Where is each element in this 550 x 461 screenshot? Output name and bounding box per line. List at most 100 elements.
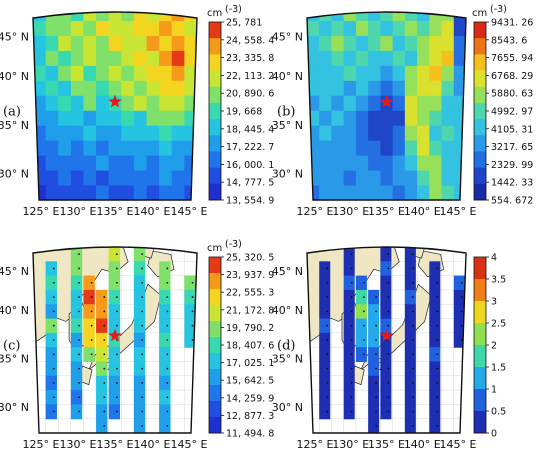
grid-cell xyxy=(307,110,320,127)
colorbar-tick-label: 22, 113. 2 xyxy=(226,71,274,82)
grid-cell xyxy=(171,12,185,22)
grid-cell xyxy=(96,185,110,200)
track-cell xyxy=(429,261,441,277)
track-cell xyxy=(343,361,355,377)
grid-cell xyxy=(319,12,333,22)
grid-cell xyxy=(45,80,59,97)
grid-cell xyxy=(343,50,357,67)
colorbar-tick-label: 7655. 94 xyxy=(491,53,533,64)
grid-cell xyxy=(159,95,173,112)
sample-dot xyxy=(115,296,118,298)
sample-dot xyxy=(166,296,169,298)
sample-dot xyxy=(103,324,106,327)
sample-dot xyxy=(166,396,169,399)
colorbar-tick-label: 3 xyxy=(491,297,497,308)
colorbar-segment xyxy=(209,353,221,370)
grid-cell xyxy=(429,50,443,67)
lat-tick-label: 40° N xyxy=(272,304,303,317)
grid-cell xyxy=(121,50,135,67)
sample-dot xyxy=(78,410,80,413)
track-cell xyxy=(184,332,196,348)
sample-dot xyxy=(52,310,55,313)
grid-cell xyxy=(453,65,466,82)
location-star-marker xyxy=(379,94,394,108)
grid-cell xyxy=(108,50,122,67)
grid-cell xyxy=(392,80,406,97)
grid-cell xyxy=(159,65,173,82)
grid-cell xyxy=(441,125,455,142)
grid-cell xyxy=(307,170,320,187)
map-frame xyxy=(306,246,467,434)
grid-cell xyxy=(453,155,466,172)
grid-cell xyxy=(58,20,72,37)
grid-cell xyxy=(380,20,394,37)
grid-cell xyxy=(319,125,333,142)
grid-cell xyxy=(392,95,406,112)
grid-cell xyxy=(417,50,430,67)
track-cell xyxy=(404,261,416,277)
grid-cell xyxy=(417,95,430,112)
colorbar-tick-label: 14, 777. 5 xyxy=(226,178,274,189)
sample-dot xyxy=(411,367,414,370)
sample-dot xyxy=(326,281,329,284)
grid-cell xyxy=(355,35,369,52)
sample-dot xyxy=(166,324,169,327)
sample-dot xyxy=(141,296,144,298)
track-cell xyxy=(108,275,121,291)
sample-dot xyxy=(103,339,106,341)
grid-cell xyxy=(368,12,381,22)
track-cell xyxy=(429,418,441,433)
colorbar-segment xyxy=(474,119,486,136)
grid-cell xyxy=(121,80,135,97)
grid-cell xyxy=(453,95,466,112)
grid-cell xyxy=(146,140,160,157)
track-cell xyxy=(159,318,171,334)
grid-cell xyxy=(108,35,122,52)
lat-tick-label: 30° N xyxy=(0,401,29,414)
sample-dot xyxy=(375,353,377,356)
track-cell xyxy=(70,375,83,391)
sample-dot xyxy=(90,310,93,313)
lat-tick-label: 30° N xyxy=(272,168,303,181)
grid-cell xyxy=(159,125,173,142)
grid-cell xyxy=(441,65,455,82)
colorbar-tick-label: 4 xyxy=(491,253,497,264)
sample-dot xyxy=(78,267,80,270)
grid-cell xyxy=(453,50,466,67)
sample-dot xyxy=(191,281,194,284)
location-star-marker xyxy=(379,328,394,342)
sample-dot xyxy=(141,396,144,399)
track-cell xyxy=(45,289,57,305)
grid-cell xyxy=(429,185,443,200)
grid-cell xyxy=(453,80,466,97)
grid-cell xyxy=(429,170,443,187)
grid-cell xyxy=(70,35,85,52)
sample-dot xyxy=(90,324,93,327)
sample-dot xyxy=(103,424,106,427)
sample-dot xyxy=(115,281,118,284)
grid-cell xyxy=(83,12,97,22)
colorbar-tick-label: 2329. 99 xyxy=(491,160,533,171)
grid-cell xyxy=(417,125,430,142)
track-cell xyxy=(319,404,331,420)
track-cell xyxy=(429,332,441,348)
grid-cell xyxy=(121,12,135,22)
grid-cell xyxy=(380,110,394,127)
grid-cell xyxy=(83,20,97,37)
grid-cell xyxy=(343,125,357,142)
grid-cell xyxy=(133,155,148,172)
colorbar-segment xyxy=(209,54,221,71)
track-cell xyxy=(83,275,95,291)
grid-cell xyxy=(58,155,72,172)
map-area xyxy=(307,12,466,200)
grid-cell xyxy=(133,170,148,187)
grid-cell xyxy=(307,155,320,172)
colorbar-tick-label: 12, 877. 3 xyxy=(226,411,274,422)
sample-dot xyxy=(436,310,439,313)
track-cell xyxy=(343,275,355,291)
grid-cell xyxy=(355,125,369,142)
colorbar-tick-label: 25, 781 xyxy=(226,18,262,29)
grid-cell xyxy=(45,95,59,112)
grid-cell xyxy=(392,12,406,22)
colorbar-tick-label: 21, 172. 8 xyxy=(226,305,274,316)
